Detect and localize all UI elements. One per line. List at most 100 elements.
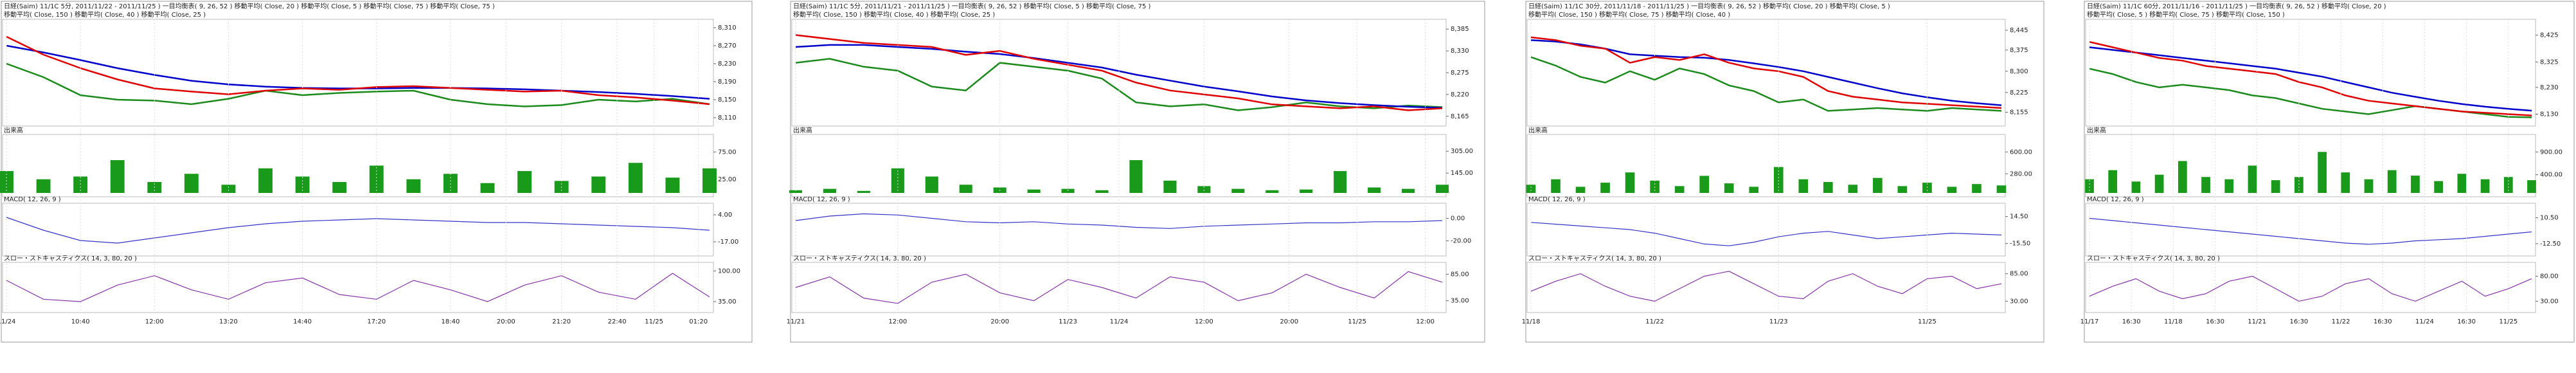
y-tick-label: 145.00 xyxy=(1451,170,1473,177)
chart-subtitle: 移動平均( Close, 150 ) 移動平均( Close, 75 ) 移動平… xyxy=(1528,10,1730,19)
volume-bar xyxy=(925,176,938,193)
volume-bar xyxy=(1798,179,1809,193)
volume-bar xyxy=(2248,165,2257,193)
panel-title: スロー・ストキャスティクス( 14, 3, 80, 20 ) xyxy=(793,255,926,262)
volume-bar xyxy=(1129,160,1143,193)
volume-bar xyxy=(221,185,236,193)
y-tick-label: 400.00 xyxy=(2540,172,2563,179)
x-tick-label: 12:00 xyxy=(888,318,907,325)
y-tick-label: 8,230 xyxy=(718,60,737,68)
volume-bar xyxy=(184,174,199,193)
volume-bar xyxy=(2364,179,2374,193)
volume-bar xyxy=(2108,170,2118,193)
volume-bar xyxy=(2411,176,2420,193)
y-tick-label: 8,165 xyxy=(1451,113,1469,120)
volume-bar xyxy=(2341,172,2350,193)
x-tick-label: 11/25 xyxy=(1918,318,1936,325)
y-tick-label: 30.00 xyxy=(2010,298,2028,305)
plot-area xyxy=(2085,203,2536,257)
volume-bar xyxy=(2457,174,2467,193)
volume-bar xyxy=(2480,179,2490,193)
volume-bar xyxy=(2503,177,2513,193)
panel-title: 出来高 xyxy=(1528,126,1548,134)
volume-bar xyxy=(2318,152,2327,193)
y-tick-label: 600.00 xyxy=(2010,149,2032,156)
x-tick-label: 13:20 xyxy=(219,318,238,325)
x-tick-label: 11/18 xyxy=(1522,318,1541,325)
x-tick-label: 11/25 xyxy=(645,318,663,325)
volume-bar xyxy=(1773,167,1784,193)
panel-border xyxy=(790,1,1485,343)
y-tick-label: 8,330 xyxy=(1451,48,1469,55)
y-tick-label: -12.50 xyxy=(2540,241,2561,248)
volume-bar xyxy=(295,176,310,193)
y-tick-label: 75.00 xyxy=(718,149,737,156)
volume-bar xyxy=(1266,190,1279,193)
panel-title: MACD( 12, 26, 9 ) xyxy=(793,196,850,203)
y-tick-label: 8,385 xyxy=(1451,26,1469,33)
x-tick-label: 21:20 xyxy=(552,318,571,325)
y-tick-label: 14.50 xyxy=(2010,214,2028,221)
volume-bar xyxy=(1435,185,1449,193)
y-tick-label: 8,300 xyxy=(2010,68,2028,75)
volume-bar xyxy=(517,171,532,193)
y-tick-label: 8,275 xyxy=(1451,69,1469,77)
y-tick-label: 8,130 xyxy=(2540,111,2559,118)
volume-bar xyxy=(2224,179,2234,193)
panel-title: MACD( 12, 26, 9 ) xyxy=(2087,196,2144,203)
y-tick-label: 8,425 xyxy=(2540,32,2559,39)
volume-bar xyxy=(1699,176,1710,193)
y-tick-label: 4.00 xyxy=(718,212,732,219)
volume-bar xyxy=(1575,186,1586,193)
y-tick-label: 85.00 xyxy=(2010,271,2028,278)
x-tick-label: 16:30 xyxy=(2289,318,2308,325)
y-tick-label: 8,325 xyxy=(2540,59,2559,66)
plot-area xyxy=(2,134,714,197)
volume-bar xyxy=(1300,189,1313,193)
y-tick-label: 280.00 xyxy=(2010,170,2032,177)
volume-bar xyxy=(1368,187,1381,193)
volume-bar xyxy=(1922,183,1932,193)
series-line xyxy=(1530,36,2002,109)
volume-bar xyxy=(2294,177,2303,193)
volume-bar xyxy=(1823,182,1833,193)
volume-bar xyxy=(1996,185,2007,193)
y-tick-label: 8,110 xyxy=(718,114,737,122)
y-tick-label: 8,230 xyxy=(2540,84,2559,91)
chart-title: 日経(Saim) 11/1C 5分, 2011/11/22 - 2011/11/… xyxy=(4,2,495,10)
panel-title: 出来高 xyxy=(4,126,23,134)
series-line xyxy=(1530,56,2002,112)
panel-title: スロー・ストキャスティクス( 14, 3, 80, 20 ) xyxy=(1528,255,1661,262)
volume-bar xyxy=(1526,185,1536,193)
y-tick-label: 305.00 xyxy=(1451,148,1473,155)
volume-bar xyxy=(2434,181,2444,193)
y-tick-label: 900.00 xyxy=(2540,149,2563,156)
y-tick-label: 8,445 xyxy=(2010,27,2028,34)
volume-bar xyxy=(110,160,125,193)
volume-bar xyxy=(1027,189,1041,193)
x-tick-label: 11/24 xyxy=(2415,318,2434,325)
x-tick-label: 11/24 xyxy=(0,318,15,325)
chart-subtitle: 移動平均( Close, 150 ) 移動平均( Close, 40 ) 移動平… xyxy=(4,10,206,19)
x-tick-label: 11/25 xyxy=(1348,318,1366,325)
x-tick-label: 16:30 xyxy=(2122,318,2141,325)
x-tick-label: 11/18 xyxy=(2164,318,2183,325)
x-tick-label: 20:00 xyxy=(990,318,1009,325)
x-tick-label: 11/17 xyxy=(2080,318,2099,325)
series-line xyxy=(1530,39,2002,106)
series-line xyxy=(2089,46,2532,112)
panel-title: スロー・ストキャスティクス( 14, 3, 80, 20 ) xyxy=(4,255,137,262)
volume-bar xyxy=(2271,180,2280,193)
volume-bar xyxy=(258,168,273,193)
volume-bar xyxy=(1897,186,1908,193)
series-line xyxy=(2089,41,2532,116)
x-tick-label: 11/22 xyxy=(1645,318,1664,325)
volume-bar xyxy=(406,179,421,193)
x-tick-label: 11/21 xyxy=(2248,318,2266,325)
chart-title: 日経(Saim) 11/1C 60分, 2011/11/16 - 2011/11… xyxy=(2087,2,2386,10)
x-tick-label: 11/24 xyxy=(1110,318,1129,325)
x-tick-label: 20:00 xyxy=(497,318,515,325)
plot-area xyxy=(2,203,714,257)
volume-bar xyxy=(1724,183,1734,193)
series-line xyxy=(1530,222,2002,246)
